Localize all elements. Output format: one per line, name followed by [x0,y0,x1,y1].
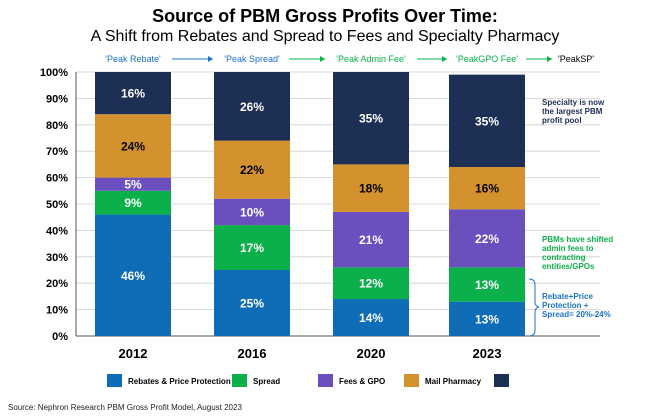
annotation-bracket [528,278,540,337]
x-tick-label: 2016 [238,346,267,361]
legend-label: Mail Pharmacy [425,377,482,386]
data-label: 22% [240,163,264,177]
bar-segment [95,214,171,336]
legend-swatch [494,374,509,387]
x-tick-label: 2023 [473,346,502,361]
legend-label: Fees & GPO [339,377,385,386]
annotation-text: profit pool [542,116,582,125]
data-label: 12% [359,277,383,291]
y-tick-label: 30% [46,252,68,264]
data-label: 18% [359,182,383,196]
bar-segment [95,177,171,191]
y-tick-label: 40% [46,225,68,237]
annotation-text: Specialty is now [542,98,605,107]
data-label: 35% [475,114,499,128]
bar-segment [449,209,525,268]
y-tick-label: 90% [46,93,68,105]
data-label: 5% [124,178,142,192]
peak-arrow-head [208,56,213,62]
y-tick-label: 0% [52,331,68,343]
bar-segment [214,72,290,141]
data-label: 26% [240,100,264,114]
data-label: 35% [359,112,383,126]
data-label: 13% [475,312,499,326]
peak-label: 'Peak Spread' [224,54,280,64]
data-label: 17% [240,241,264,255]
peak-arrow-head [442,56,447,62]
data-label: 13% [475,278,499,292]
peak-label: 'Peak Rebate' [105,54,161,64]
data-label: 22% [475,232,499,246]
data-label: 24% [121,139,145,153]
y-tick-label: 50% [46,199,68,211]
annotation-text: PBMs have shifted [542,235,613,244]
annotation-text: entities/GPOs [542,262,595,271]
annotation-text: the largest PBM [542,107,603,116]
annotation-text: Spread= 20%-24% [542,310,611,319]
y-tick-label: 20% [46,278,68,290]
annotation-text: contracting [542,253,586,262]
bar-segment [333,164,409,212]
peak-label: 'PeakGPO Fee' [456,54,518,64]
bar-segment [95,190,171,215]
peak-arrow-head [547,56,552,62]
x-tick-label: 2020 [357,346,386,361]
bar-segment [95,72,171,115]
data-label: 10% [240,205,264,219]
annotation-text: Rebate+Price [542,292,593,301]
bar-segment [95,114,171,178]
peak-arrow-head [320,56,325,62]
bar-segment [449,267,525,302]
data-label: 25% [240,297,264,311]
y-tick-label: 100% [40,67,68,79]
y-tick-label: 70% [46,146,68,158]
bar-segment [214,198,290,226]
y-tick-label: 10% [46,305,68,317]
bar-segment [333,267,409,300]
y-tick-label: 60% [46,173,68,185]
bar-segment [449,167,525,210]
legend-label: Rebates & Price Protection [128,377,231,386]
legend-swatch [232,374,247,387]
legend-swatch [107,374,122,387]
data-label: 14% [359,311,383,325]
bar-segment [449,301,525,336]
chart-subtitle: A Shift from Rebates and Spread to Fees … [90,28,560,45]
bar-segment [449,74,525,168]
data-label: 9% [124,196,142,210]
source-note: Source: Nephron Research PBM Gross Profi… [8,403,242,412]
data-label: 46% [121,269,145,283]
chart-title: Source of PBM Gross Profits Over Time: [152,6,498,26]
x-tick-label: 2012 [119,346,148,361]
annotation-text: admin fees to [542,244,594,253]
y-tick-label: 80% [46,120,68,132]
annotation-text: Protection + [542,301,589,310]
peak-label: 'Peak Admin Fee' [336,54,406,64]
bar-segment [333,211,409,268]
bar-segment [333,72,409,165]
legend-swatch [404,374,419,387]
data-label: 16% [121,87,145,101]
bar-segment [214,270,290,336]
data-label: 21% [359,233,383,247]
peak-label: 'PeakSP' [558,54,594,64]
legend-swatch [318,374,333,387]
bar-segment [333,299,409,336]
data-label: 16% [475,182,499,196]
legend-label: Spread [253,377,280,386]
bar-segment [214,225,290,270]
bar-segment [214,140,290,199]
